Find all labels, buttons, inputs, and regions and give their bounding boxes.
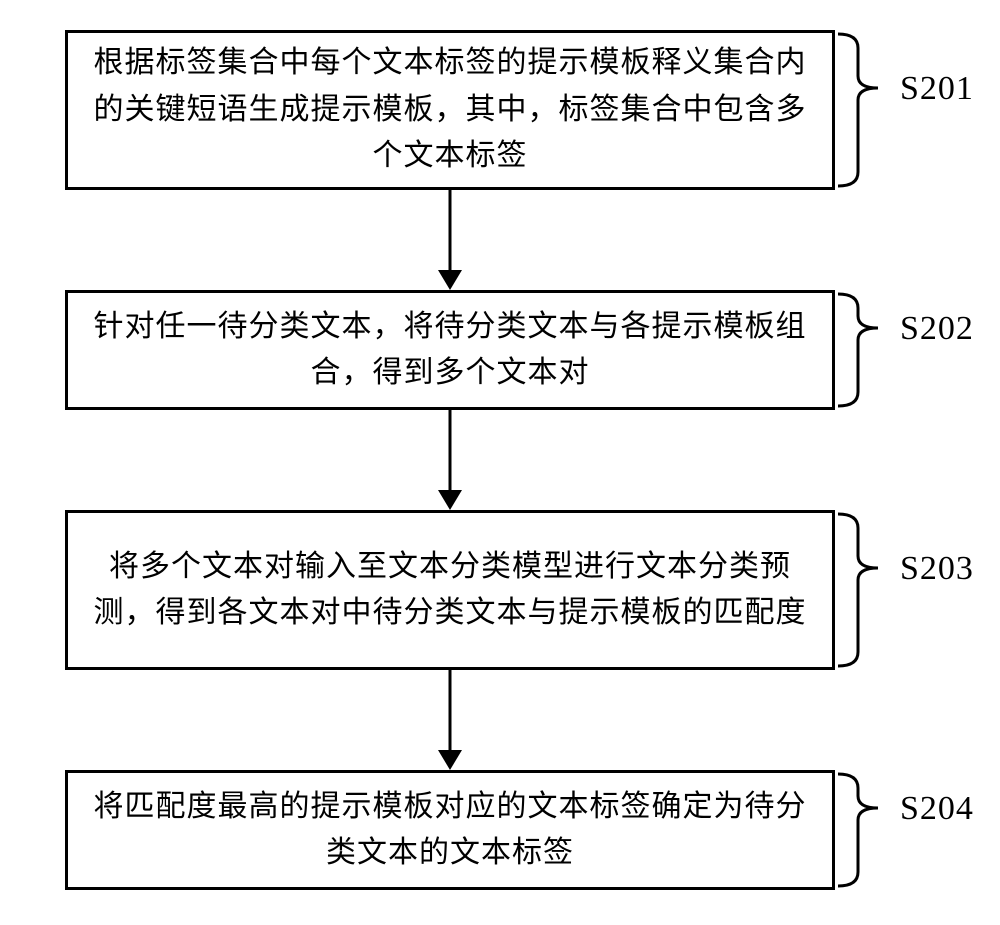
flow-step-label: S202 (900, 310, 974, 348)
flow-step-label: S204 (900, 790, 974, 828)
brace-connector (833, 284, 903, 416)
brace-connector (833, 504, 903, 676)
flow-arrow-line (449, 670, 452, 750)
flow-step-label: S203 (900, 550, 974, 588)
flow-step-box: 根据标签集合中每个文本标签的提示模板释义集合内的关键短语生成提示模板，其中，标签… (65, 30, 835, 190)
flow-step-text: 将多个文本对输入至文本分类模型进行文本分类预测，得到各文本对中待分类文本与提示模… (88, 544, 812, 637)
flow-arrow-head (438, 270, 462, 290)
flow-step-box: 将多个文本对输入至文本分类模型进行文本分类预测，得到各文本对中待分类文本与提示模… (65, 510, 835, 670)
flow-step-text: 针对任一待分类文本，将待分类文本与各提示模板组合，得到多个文本对 (88, 304, 812, 397)
brace-connector (833, 24, 903, 196)
flow-step-label: S201 (900, 70, 974, 108)
flowchart-canvas: 根据标签集合中每个文本标签的提示模板释义集合内的关键短语生成提示模板，其中，标签… (0, 0, 1000, 925)
flow-step-box: 针对任一待分类文本，将待分类文本与各提示模板组合，得到多个文本对 (65, 290, 835, 410)
flow-step-text: 将匹配度最高的提示模板对应的文本标签确定为待分类文本的文本标签 (88, 784, 812, 877)
flow-step-text: 根据标签集合中每个文本标签的提示模板释义集合内的关键短语生成提示模板，其中，标签… (88, 40, 812, 180)
flow-arrow-line (449, 190, 452, 270)
flow-step-box: 将匹配度最高的提示模板对应的文本标签确定为待分类文本的文本标签 (65, 770, 835, 890)
flow-arrow-head (438, 750, 462, 770)
flow-arrow-head (438, 490, 462, 510)
brace-connector (833, 764, 903, 896)
flow-arrow-line (449, 410, 452, 490)
